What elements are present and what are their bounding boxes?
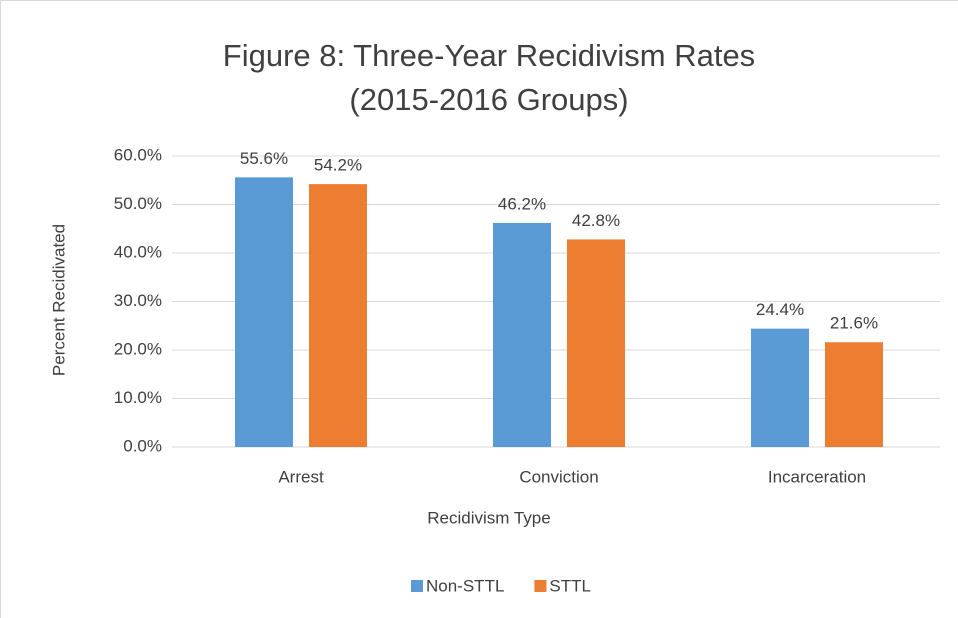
y-tick-label: 50.0%	[114, 194, 162, 213]
data-label: 46.2%	[498, 194, 546, 213]
x-tick-label: Incarceration	[768, 467, 866, 486]
y-tick-label: 30.0%	[114, 291, 162, 310]
bar	[493, 222, 551, 447]
y-tick-label: 20.0%	[114, 339, 162, 358]
chart-title: Figure 8: Three-Year Recidivism Rates	[223, 38, 755, 73]
legend-swatch	[534, 580, 547, 592]
bar	[751, 328, 809, 447]
bar	[309, 184, 367, 447]
y-axis-title: Percent Recidivated	[49, 224, 68, 376]
legend-label: STTL	[549, 576, 591, 595]
data-label: 55.6%	[240, 149, 288, 168]
data-label: 42.8%	[572, 211, 620, 230]
data-label: 21.6%	[830, 314, 878, 333]
chart-title: (2015-2016 Groups)	[349, 82, 628, 117]
data-label: 24.4%	[756, 300, 804, 319]
data-label: 54.2%	[314, 156, 362, 175]
y-tick-label: 0.0%	[123, 436, 162, 455]
x-axis-title: Recidivism Type	[427, 508, 550, 527]
bar	[567, 239, 625, 447]
bar	[235, 177, 293, 447]
y-tick-label: 10.0%	[114, 388, 162, 407]
x-tick-label: Conviction	[519, 467, 598, 486]
legend-label: Non-STTL	[426, 576, 504, 595]
y-tick-label: 40.0%	[114, 242, 162, 261]
legend-swatch	[411, 580, 423, 592]
bar	[825, 342, 883, 447]
x-tick-label: Arrest	[278, 467, 324, 486]
y-tick-label: 60.0%	[114, 145, 162, 164]
